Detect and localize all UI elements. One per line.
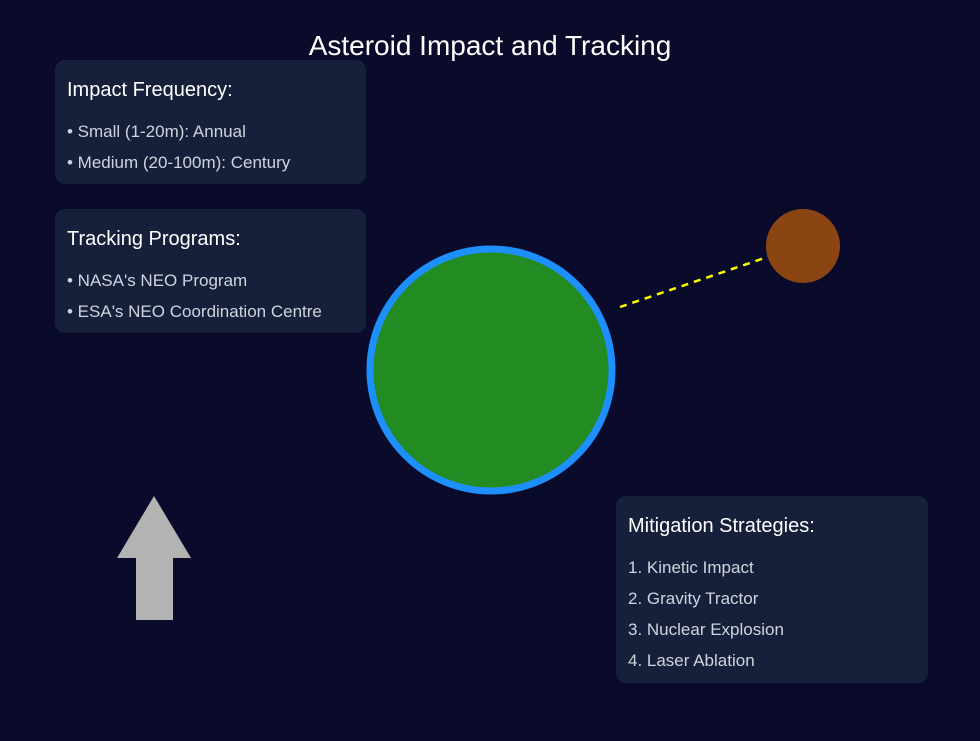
impact-frequency-item: • Medium (20-100m): Century <box>67 153 291 172</box>
impact-frequency-heading: Impact Frequency: <box>67 79 233 101</box>
up-arrow-icon <box>117 496 191 620</box>
mitigation-strategy-item: 4. Laser Ablation <box>628 651 755 670</box>
earth-planet <box>366 245 616 495</box>
mitigation-strategies-panel: Mitigation Strategies: 1. Kinetic Impact… <box>616 496 928 683</box>
impact-frequency-item: • Small (1-20m): Annual <box>67 122 246 141</box>
mitigation-strategy-item: 3. Nuclear Explosion <box>628 620 784 639</box>
tracking-programs-panel: Tracking Programs: • NASA's NEO Program … <box>55 209 366 333</box>
mitigation-strategies-heading: Mitigation Strategies: <box>628 515 815 537</box>
tracking-program-item: • NASA's NEO Program <box>67 271 248 290</box>
arrow-shaft <box>136 558 173 620</box>
mitigation-strategy-item: 1. Kinetic Impact <box>628 558 754 577</box>
diagram-title: Asteroid Impact and Tracking <box>308 30 672 61</box>
impact-frequency-panel: Impact Frequency: • Small (1-20m): Annua… <box>55 60 366 184</box>
tracking-programs-heading: Tracking Programs: <box>67 228 241 250</box>
asteroid <box>766 209 840 283</box>
tracking-program-item: • ESA's NEO Coordination Centre <box>67 302 322 321</box>
mitigation-strategy-item: 2. Gravity Tractor <box>628 589 759 608</box>
arrow-head <box>117 496 191 558</box>
